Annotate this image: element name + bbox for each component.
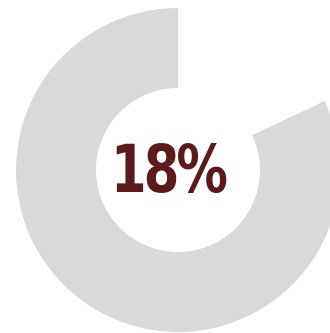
center-percentage-label: 18% [110,131,228,208]
donut-slice-0 [178,8,325,136]
donut-slices [16,8,330,332]
donut-slice-1 [16,8,330,332]
